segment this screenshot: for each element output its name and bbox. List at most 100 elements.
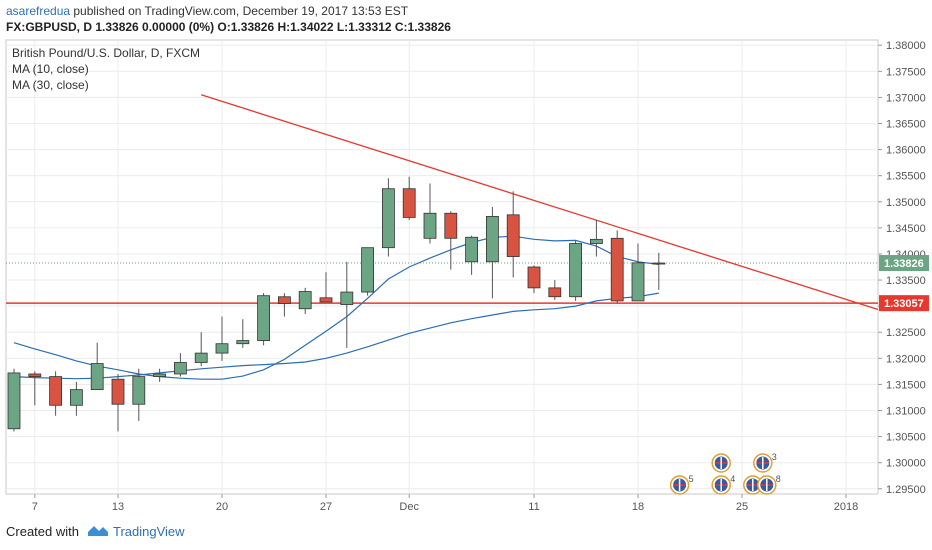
candle-body xyxy=(49,376,62,406)
event-flag-icon: 8 xyxy=(757,474,781,495)
candle xyxy=(506,191,520,278)
flag-count: 4 xyxy=(730,474,735,484)
candle xyxy=(90,342,104,391)
candle xyxy=(215,316,229,361)
candle xyxy=(444,211,458,270)
event-flag-icon: 4 xyxy=(711,474,735,495)
candle-body xyxy=(111,378,125,405)
candle xyxy=(277,293,291,317)
candle-body xyxy=(381,188,395,249)
candle xyxy=(631,243,645,302)
candle-body xyxy=(70,389,83,406)
candle xyxy=(70,381,83,416)
grid xyxy=(5,39,879,495)
candle xyxy=(319,272,333,303)
candle xyxy=(173,353,187,377)
candle xyxy=(236,319,250,348)
ma30-line xyxy=(13,292,659,380)
created-with-text: Created with xyxy=(6,524,79,539)
publish-line: asarefredua published on TradingView.com… xyxy=(6,3,451,19)
support-badge-bg xyxy=(879,295,929,312)
candle xyxy=(381,178,395,257)
candle xyxy=(111,373,125,432)
flag-count: 8 xyxy=(776,474,781,484)
x-tick-label: 20 xyxy=(216,501,228,513)
candle-body xyxy=(444,212,458,239)
candle xyxy=(402,176,416,221)
y-tick-label: 1.36500 xyxy=(886,118,926,130)
ticker-line: FX:GBPUSD, D 1.33826 0.00000 (0%) O:1.33… xyxy=(6,20,451,34)
y-tick-label: 1.34500 xyxy=(886,223,926,235)
candle xyxy=(257,293,271,346)
x-tick-label: 11 xyxy=(528,501,539,513)
candle xyxy=(28,371,42,406)
y-tick-label: 1.37000 xyxy=(886,92,926,104)
candle-body xyxy=(194,352,208,363)
candle-body xyxy=(132,376,146,405)
candle xyxy=(340,261,354,348)
flag-count: 3 xyxy=(772,452,777,462)
candle-body xyxy=(90,363,104,391)
y-tick-label: 1.32500 xyxy=(886,327,926,339)
event-flag-icon xyxy=(711,453,731,473)
last-price-badge-bg xyxy=(879,255,929,272)
event-flag-icon: 5 xyxy=(669,474,694,495)
descending-trendline xyxy=(201,94,879,311)
candle-body xyxy=(652,262,666,265)
tradingview-logo-icon xyxy=(87,523,109,540)
event-flag-icon: 8 xyxy=(743,474,767,495)
x-tick-label: 18 xyxy=(632,501,644,513)
y-tick-label: 1.30000 xyxy=(886,458,926,470)
candle xyxy=(7,368,21,432)
x-tick-label: 2018 xyxy=(834,501,858,513)
candle-body xyxy=(257,295,271,341)
candle xyxy=(153,368,167,382)
candle-body xyxy=(610,237,624,302)
y-tick-label: 1.36000 xyxy=(886,145,926,157)
candle xyxy=(610,230,624,304)
x-tick-label: 13 xyxy=(112,501,124,513)
candle-body xyxy=(7,372,21,430)
legend-title: British Pound/U.S. Dollar, D, FXCM xyxy=(12,46,200,60)
candle-body xyxy=(215,343,229,354)
candle xyxy=(590,220,603,257)
flag-count: 5 xyxy=(689,474,694,484)
candle-body xyxy=(527,266,541,289)
y-tick-label: 1.29500 xyxy=(886,484,926,496)
support-price-badge: 1.33057 xyxy=(879,295,929,312)
x-tick-label: Dec xyxy=(399,501,419,513)
candle xyxy=(548,280,562,300)
candle-body xyxy=(298,291,312,310)
candle-body xyxy=(340,291,354,305)
tradingview-brand[interactable]: TradingView xyxy=(112,524,185,539)
legend-ma30: MA (30, close) xyxy=(12,78,89,92)
plot-border xyxy=(5,39,879,495)
published-text: published on TradingView.com, December 1… xyxy=(70,4,409,18)
candle xyxy=(423,183,437,244)
candle-body xyxy=(402,188,416,218)
candlestick-chart[interactable]: 35488 1.380001.375001.370001.365001.3600… xyxy=(4,38,930,516)
candle-body xyxy=(485,215,499,263)
footer: Created with TradingView xyxy=(6,523,185,540)
candle-body xyxy=(236,340,250,345)
candle xyxy=(465,235,479,275)
ma10-line xyxy=(13,235,659,380)
y-tick-label: 1.31500 xyxy=(886,379,926,391)
chart-header: asarefredua published on TradingView.com… xyxy=(6,3,451,35)
author-link[interactable]: asarefredua xyxy=(6,4,71,18)
candle xyxy=(194,332,208,367)
candle xyxy=(298,287,312,314)
chart-area[interactable]: 35488 1.380001.375001.370001.365001.3600… xyxy=(4,38,930,516)
candle-body xyxy=(277,296,291,304)
candle xyxy=(361,247,375,296)
y-tick-label: 1.31000 xyxy=(886,406,926,418)
candle-body xyxy=(319,297,333,303)
support-price-label: 1.33057 xyxy=(884,298,924,310)
candle xyxy=(485,206,499,299)
x-tick-label: 25 xyxy=(736,501,748,513)
y-tick-label: 1.33500 xyxy=(886,275,926,287)
moving-averages xyxy=(13,235,659,380)
x-tick-label: 7 xyxy=(32,501,38,513)
y-tick-label: 1.38000 xyxy=(886,40,926,52)
y-tick-label: 1.35500 xyxy=(886,171,926,183)
